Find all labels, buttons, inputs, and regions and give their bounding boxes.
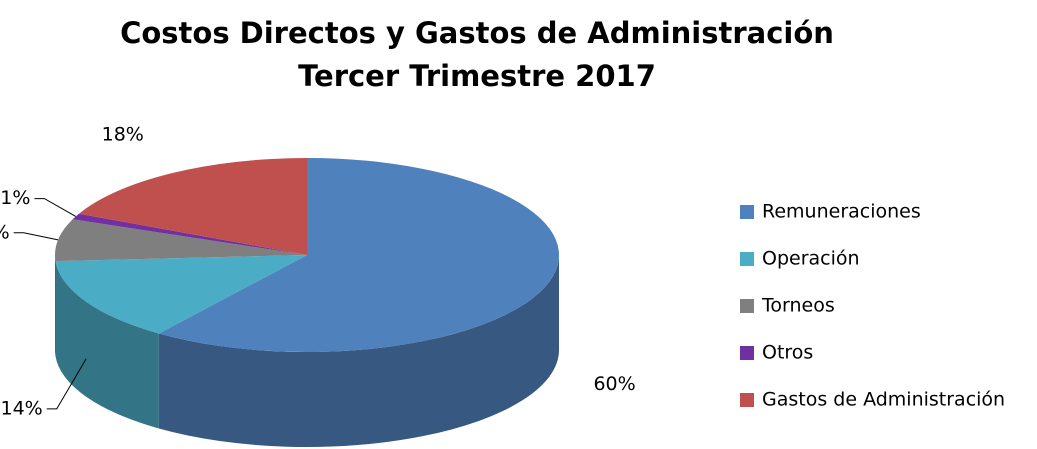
legend-label: Otros <box>762 342 813 364</box>
pie-slice <box>158 158 560 352</box>
chart-subtitle: Tercer Trimestre 2017 <box>298 59 656 93</box>
legend-label: Torneos <box>761 295 835 317</box>
leader-line <box>34 198 76 217</box>
legend-label: Gastos de Administración <box>762 389 1005 411</box>
pie-tops <box>55 158 560 352</box>
legend-swatch <box>740 393 754 407</box>
data-label: 18% <box>102 124 144 146</box>
pie-slice <box>55 219 308 262</box>
pie-slice <box>72 213 308 255</box>
legend-label: Operación <box>762 248 860 270</box>
data-label: 14% <box>1 397 43 419</box>
data-labels: 60% 14% 7% 1% 18% <box>0 124 636 420</box>
data-label: 60% <box>593 373 635 395</box>
legend-label: Remuneraciones <box>762 201 921 223</box>
legend-swatch <box>740 252 754 266</box>
legend: Remuneraciones Operación Torneos Otros Gasto… <box>740 201 1005 411</box>
pie-side <box>158 255 559 447</box>
legend-swatch <box>740 346 754 360</box>
pie-slice <box>78 158 307 255</box>
leader-line <box>46 358 87 410</box>
chart-title: Costos Directos y Gastos de Administraci… <box>120 16 834 50</box>
leader-line <box>13 232 59 241</box>
legend-swatch <box>740 205 754 219</box>
pie-side <box>55 261 159 429</box>
pie-slice <box>55 255 307 334</box>
data-label: 1% <box>0 187 30 209</box>
data-label: 7% <box>0 221 10 243</box>
legend-swatch <box>740 299 754 313</box>
pie-sides <box>55 255 559 447</box>
